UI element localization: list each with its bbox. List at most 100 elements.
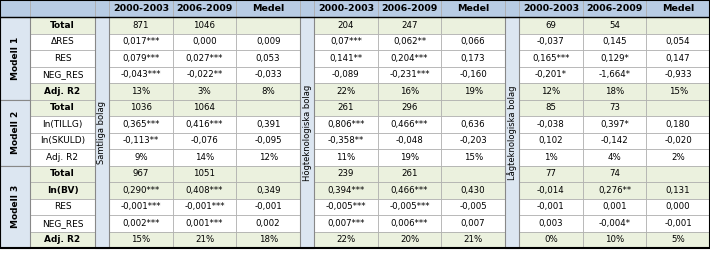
Bar	[173, 34, 236, 50]
Bar	[173, 100, 236, 116]
Text: 73: 73	[609, 103, 620, 112]
Bar	[173, 0, 236, 17]
Text: 2006-2009: 2006-2009	[176, 4, 233, 13]
Bar	[173, 116, 236, 133]
Bar	[442, 182, 505, 198]
Bar	[378, 215, 442, 231]
Bar	[300, 149, 314, 165]
Bar	[314, 83, 378, 100]
Text: 0,408***: 0,408***	[186, 186, 223, 195]
Text: 0,062**: 0,062**	[393, 37, 426, 46]
Text: 0,466***: 0,466***	[391, 120, 428, 129]
Bar	[300, 116, 314, 133]
Bar	[505, 133, 519, 149]
Text: -0,005: -0,005	[459, 202, 487, 211]
Bar	[646, 182, 710, 198]
Text: -0,033: -0,033	[254, 70, 282, 79]
Text: 15%: 15%	[464, 153, 483, 162]
Bar	[109, 17, 173, 34]
Bar	[109, 182, 173, 198]
Text: 0,079***: 0,079***	[122, 54, 160, 63]
Text: 9%: 9%	[134, 153, 148, 162]
Text: 239: 239	[338, 169, 354, 178]
Bar	[505, 50, 519, 67]
Bar	[95, 50, 109, 67]
Text: 2006-2009: 2006-2009	[381, 4, 437, 13]
Bar	[314, 149, 378, 165]
Text: 15%: 15%	[131, 235, 151, 244]
Text: 0,165***: 0,165***	[532, 54, 569, 63]
Text: 12%: 12%	[541, 87, 560, 96]
Bar	[236, 67, 300, 83]
Bar	[173, 182, 236, 198]
Text: 0,000: 0,000	[192, 37, 217, 46]
Bar	[109, 133, 173, 149]
Bar	[583, 0, 646, 17]
Text: 0,07***: 0,07***	[330, 37, 362, 46]
Bar	[30, 100, 95, 116]
Text: 0,066: 0,066	[461, 37, 486, 46]
Text: -0,001***: -0,001***	[185, 202, 225, 211]
Text: 0,000: 0,000	[666, 202, 691, 211]
Text: 0%: 0%	[544, 235, 558, 244]
Bar	[300, 198, 314, 215]
Bar	[300, 34, 314, 50]
Bar	[300, 17, 314, 34]
Bar	[314, 165, 378, 182]
Text: 22%: 22%	[337, 87, 356, 96]
Bar	[173, 165, 236, 182]
Text: 0,003: 0,003	[538, 219, 563, 228]
Text: 18%: 18%	[258, 235, 278, 244]
Bar	[442, 0, 505, 17]
Bar	[442, 133, 505, 149]
Bar	[442, 231, 505, 248]
Bar	[442, 83, 505, 100]
Bar	[519, 50, 583, 67]
Bar	[442, 215, 505, 231]
Text: 15%: 15%	[669, 87, 688, 96]
Text: 13%: 13%	[131, 87, 151, 96]
Bar	[583, 83, 646, 100]
Bar	[95, 116, 109, 133]
Text: -0,001***: -0,001***	[121, 202, 161, 211]
Bar	[583, 17, 646, 34]
Bar	[378, 17, 442, 34]
Bar	[519, 198, 583, 215]
Bar	[109, 50, 173, 67]
Bar	[109, 198, 173, 215]
Bar	[0, 50, 30, 67]
Text: 0,053: 0,053	[256, 54, 280, 63]
Text: 10%: 10%	[605, 235, 624, 244]
Text: 21%: 21%	[464, 235, 483, 244]
Bar	[378, 100, 442, 116]
Bar	[30, 198, 95, 215]
Text: 2000-2003: 2000-2003	[113, 4, 169, 13]
Text: 0,002***: 0,002***	[122, 219, 160, 228]
Bar	[30, 17, 95, 34]
Bar	[95, 67, 109, 83]
Text: Medel: Medel	[252, 4, 284, 13]
Bar	[30, 149, 95, 165]
Bar	[95, 231, 109, 248]
Text: 12%: 12%	[258, 153, 278, 162]
Bar	[109, 116, 173, 133]
Bar	[378, 149, 442, 165]
Text: In(BV): In(BV)	[47, 186, 78, 195]
Text: 0,102: 0,102	[538, 136, 563, 145]
Text: Adj. R2: Adj. R2	[45, 235, 80, 244]
Text: In(TILLG): In(TILLG)	[43, 120, 82, 129]
Text: -0,358**: -0,358**	[328, 136, 364, 145]
Bar	[0, 149, 30, 165]
Bar	[95, 100, 109, 116]
Bar	[583, 182, 646, 198]
Text: 20%: 20%	[400, 235, 419, 244]
Bar	[646, 215, 710, 231]
Bar	[300, 133, 314, 149]
Bar	[378, 34, 442, 50]
Bar	[505, 231, 519, 248]
Bar	[95, 215, 109, 231]
Bar	[0, 198, 30, 215]
Bar	[314, 231, 378, 248]
Bar	[646, 17, 710, 34]
Bar	[646, 198, 710, 215]
